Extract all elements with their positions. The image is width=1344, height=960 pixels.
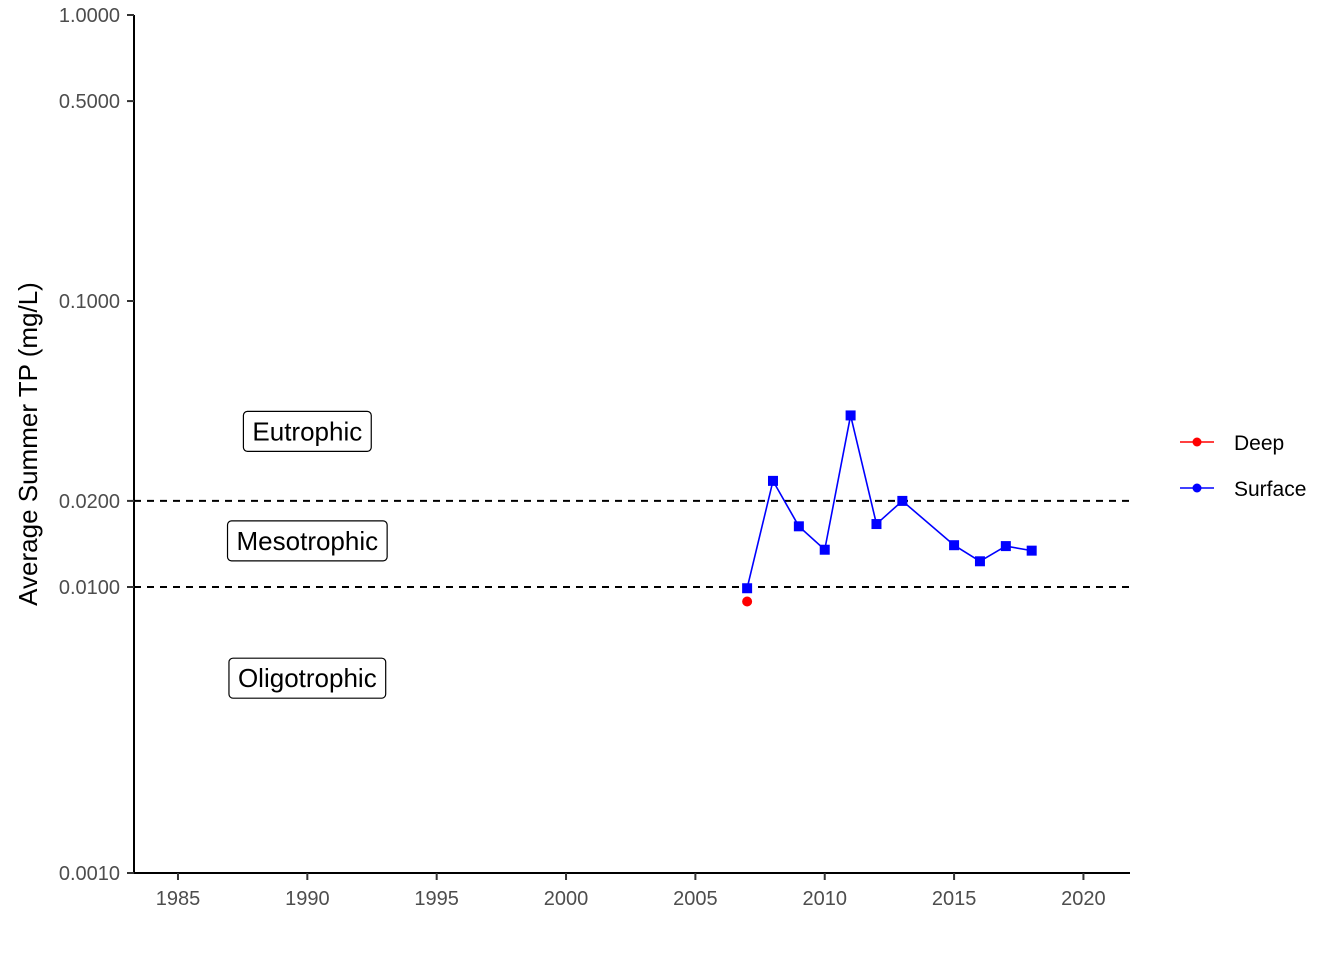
data-point	[871, 519, 882, 530]
data-series	[742, 410, 1037, 607]
zone-label-box	[242, 410, 372, 452]
data-point	[974, 556, 985, 567]
data-point	[793, 521, 804, 532]
legend-key-marker	[1192, 437, 1202, 447]
legend-item-deep: Deep	[1180, 432, 1284, 455]
trophic-zone-labels: Eutrophic Mesotrophic Oligotrophic	[226, 410, 388, 699]
zone-label-box	[228, 657, 387, 699]
legend: Deep Surface	[1180, 432, 1306, 501]
data-point	[742, 596, 753, 607]
y-tick-label: 0.0100	[59, 577, 120, 599]
x-tick-label: 2005	[673, 888, 718, 910]
y-tick-label: 0.5000	[59, 91, 120, 113]
y-tick-label: 1.0000	[59, 5, 120, 27]
series-deep	[742, 596, 753, 607]
axes: 0.0010 0.0100 0.0200 0.1000 0.5000 1.0000 198…	[59, 5, 1130, 910]
y-tick-label: 0.1000	[59, 291, 120, 313]
legend-key-marker	[1192, 483, 1202, 493]
zone-label-oligotrophic: Oligotrophic	[228, 657, 387, 699]
legend-item-surface: Surface	[1180, 478, 1306, 501]
series-surface	[742, 410, 1037, 594]
y-tick-label: 0.0010	[59, 863, 120, 885]
x-tick-label: 2020	[1061, 888, 1106, 910]
data-point	[1026, 545, 1037, 556]
zone-label-text: Mesotrophic	[237, 526, 379, 556]
zone-label-text: Oligotrophic	[238, 663, 377, 693]
legend-label: Surface	[1234, 478, 1306, 501]
legend-label: Deep	[1234, 432, 1284, 455]
data-point	[1000, 541, 1011, 552]
x-tick-label: 1990	[285, 888, 330, 910]
x-axis-ticks: 1985 1990 1995 2000 2005 2010 2015 2020	[156, 873, 1106, 910]
y-axis-ticks: 0.0010 0.0100 0.0200 0.1000 0.5000 1.0000	[59, 5, 134, 885]
data-point	[845, 410, 856, 421]
data-point	[819, 544, 830, 555]
data-point	[949, 540, 960, 551]
zone-label-mesotrophic: Mesotrophic	[226, 520, 388, 562]
x-tick-label: 2010	[802, 888, 847, 910]
zone-label-box	[226, 520, 388, 562]
data-point	[742, 583, 753, 594]
x-tick-label: 1985	[156, 888, 201, 910]
data-point	[897, 495, 908, 506]
x-tick-label: 2015	[932, 888, 977, 910]
y-tick-label: 0.0200	[59, 491, 120, 513]
data-point	[767, 475, 778, 486]
zone-label-eutrophic: Eutrophic	[242, 410, 372, 452]
x-tick-label: 2000	[544, 888, 589, 910]
zone-label-text: Eutrophic	[252, 416, 362, 446]
y-axis-title: Average Summer TP (mg/L)	[13, 282, 43, 606]
x-tick-label: 1995	[414, 888, 459, 910]
threshold-lines	[134, 499, 1130, 588]
